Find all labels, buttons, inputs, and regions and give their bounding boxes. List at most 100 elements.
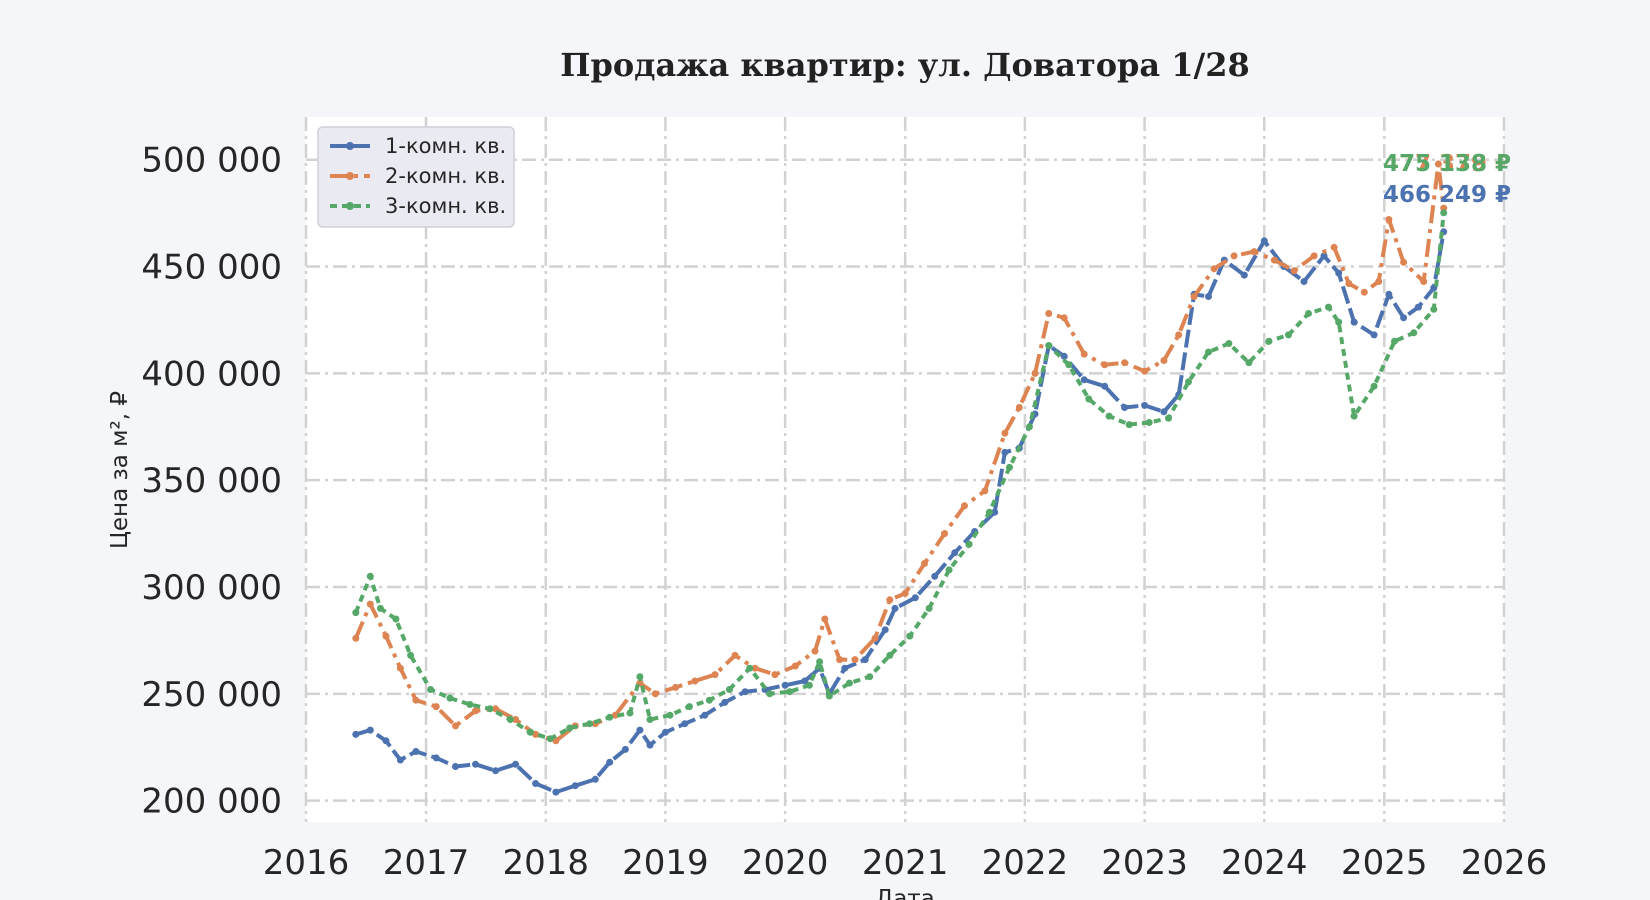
data-point xyxy=(1121,359,1129,367)
data-point xyxy=(1190,293,1198,300)
data-point xyxy=(646,741,654,749)
data-point xyxy=(1300,278,1308,285)
x-tick-label: 2019 xyxy=(622,843,709,883)
data-point xyxy=(506,716,514,723)
y-axis-ticks: 200 000 250 000 300 000 350 000 400 000 450 0… xyxy=(141,141,282,822)
y-tick-label: 450 000 xyxy=(141,248,282,288)
data-point xyxy=(1225,340,1233,347)
data-point xyxy=(532,780,540,787)
data-point xyxy=(786,688,794,696)
data-point xyxy=(871,634,879,642)
data-point xyxy=(771,671,779,679)
data-point xyxy=(731,651,739,659)
data-point xyxy=(1125,421,1133,429)
data-point xyxy=(1250,248,1258,256)
data-point xyxy=(492,767,500,775)
data-point xyxy=(571,782,579,790)
data-point xyxy=(1141,401,1149,409)
data-point xyxy=(711,671,719,679)
data-point xyxy=(1420,278,1428,285)
data-point xyxy=(352,730,360,738)
data-point xyxy=(1001,448,1009,456)
data-point xyxy=(836,656,844,664)
y-tick-label: 300 000 xyxy=(141,568,282,608)
data-point xyxy=(666,711,674,719)
data-point xyxy=(1265,337,1273,345)
data-point xyxy=(925,604,933,612)
data-point xyxy=(941,530,948,538)
data-point xyxy=(1330,243,1338,251)
x-tick-label: 2018 xyxy=(502,843,589,883)
data-point xyxy=(681,720,689,728)
data-point xyxy=(1006,463,1013,471)
data-point xyxy=(1165,414,1172,422)
x-axis-label: Дата xyxy=(875,886,935,900)
data-point xyxy=(412,696,420,704)
data-point xyxy=(366,572,374,580)
data-point xyxy=(1230,252,1238,260)
data-point xyxy=(432,703,440,711)
series-layer xyxy=(352,160,1448,796)
data-point xyxy=(825,692,833,700)
data-point xyxy=(1185,378,1192,386)
data-point xyxy=(691,677,699,685)
data-point xyxy=(725,686,733,693)
data-point xyxy=(721,698,729,706)
data-point xyxy=(366,726,374,734)
data-point xyxy=(1205,293,1212,300)
data-point xyxy=(1414,303,1422,311)
data-point xyxy=(1370,331,1378,339)
data-point xyxy=(452,722,459,730)
data-point xyxy=(486,705,494,713)
data-point xyxy=(546,735,554,743)
legend-marker xyxy=(346,202,354,210)
data-point xyxy=(701,711,709,719)
x-tick-label: 2017 xyxy=(383,843,470,883)
data-point xyxy=(741,688,749,696)
data-point xyxy=(1440,209,1448,217)
data-point xyxy=(1101,361,1109,369)
data-point xyxy=(552,737,560,745)
data-point xyxy=(965,540,973,548)
y-tick-label: 200 000 xyxy=(141,782,282,822)
data-point xyxy=(801,677,809,685)
data-point xyxy=(851,656,859,664)
data-point xyxy=(1370,382,1378,390)
data-point xyxy=(886,596,894,604)
data-point xyxy=(1335,269,1343,277)
data-point xyxy=(1290,267,1298,275)
data-point xyxy=(382,632,390,640)
data-point xyxy=(606,713,614,721)
data-point xyxy=(1045,342,1053,350)
data-point xyxy=(1285,331,1292,339)
x-axis-ticks: 2016 2017 2018 2019 2020 2021 2022 2023 2024 2025… xyxy=(263,843,1548,883)
legend-label: 2-комн. кв. xyxy=(385,164,506,188)
legend-label: 3-комн. кв. xyxy=(385,194,506,218)
end-value-label: 477 379 ₽ xyxy=(1383,151,1511,177)
end-value-labels: 477 379 ₽475 138 ₽ 466 249 ₽ xyxy=(1383,151,1511,208)
data-point xyxy=(396,664,404,672)
data-point xyxy=(685,703,693,711)
data-point xyxy=(751,664,759,672)
data-point xyxy=(1270,256,1278,264)
data-point xyxy=(352,609,360,617)
data-point xyxy=(472,707,479,715)
data-point xyxy=(961,502,968,510)
legend: 1-комн. кв. 2-комн. кв. 3-комн. кв. xyxy=(317,126,515,228)
data-point xyxy=(1430,305,1438,313)
data-point xyxy=(376,604,384,612)
data-point xyxy=(991,508,999,516)
data-point xyxy=(621,745,629,753)
chart-title: Продажа квартир: ул. Доватора 1/28 xyxy=(560,46,1250,84)
data-point xyxy=(811,647,819,655)
end-value-label: 475 138 ₽ xyxy=(1383,151,1511,177)
data-point xyxy=(366,600,374,608)
legend-box xyxy=(317,126,515,228)
series-line-1 xyxy=(355,231,1446,795)
data-point xyxy=(611,711,619,719)
data-point xyxy=(1240,271,1248,279)
data-point xyxy=(526,728,534,736)
data-point xyxy=(791,662,799,670)
data-point xyxy=(1001,429,1009,437)
data-point xyxy=(352,634,360,642)
